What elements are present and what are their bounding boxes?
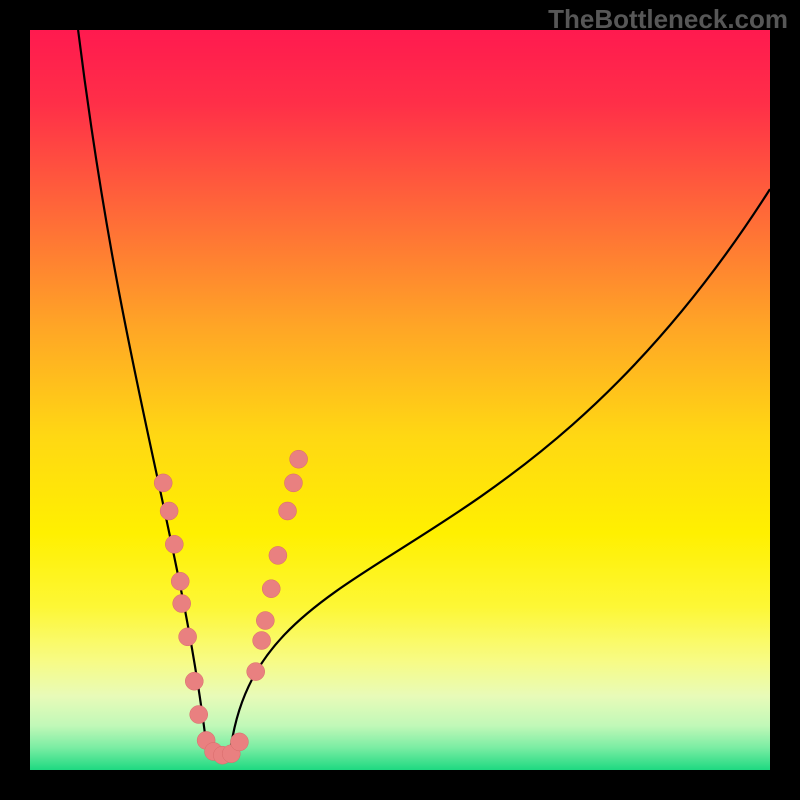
chart-frame: TheBottleneck.com [0, 0, 800, 800]
data-marker [284, 474, 302, 492]
data-marker [279, 502, 297, 520]
bottleneck-chart [0, 0, 800, 800]
data-marker [256, 612, 274, 630]
data-marker [173, 595, 191, 613]
data-marker [185, 672, 203, 690]
data-marker [253, 632, 271, 650]
data-marker [262, 580, 280, 598]
data-marker [269, 546, 287, 564]
data-marker [165, 535, 183, 553]
watermark-text: TheBottleneck.com [548, 4, 788, 35]
data-marker [230, 733, 248, 751]
data-marker [190, 706, 208, 724]
data-marker [171, 572, 189, 590]
data-marker [290, 450, 308, 468]
data-marker [160, 502, 178, 520]
data-marker [154, 474, 172, 492]
data-marker [247, 663, 265, 681]
data-marker [179, 628, 197, 646]
